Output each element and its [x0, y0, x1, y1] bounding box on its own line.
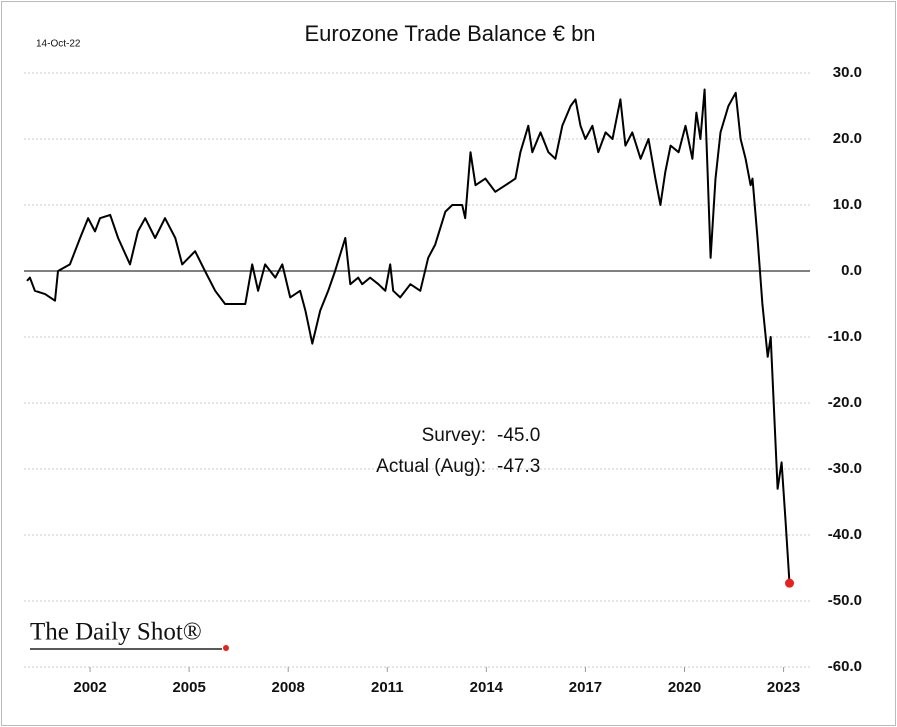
y-tick-label: 0.0 — [841, 262, 862, 279]
x-tick-label: 2008 — [272, 679, 305, 696]
x-tick-label: 2002 — [73, 679, 106, 696]
annotation-value: -45.0 — [497, 425, 540, 446]
data-line — [26, 88, 791, 584]
y-tick-label: -40.0 — [828, 526, 862, 543]
y-tick-label: -20.0 — [828, 394, 862, 411]
y-tick-label: -50.0 — [828, 592, 862, 609]
date: 14-Oct-22 — [36, 39, 81, 50]
logo-dot — [223, 645, 229, 651]
x-tick-label: 2005 — [172, 679, 205, 696]
annotation-label: Actual (Aug): — [376, 456, 486, 477]
x-tick-label: 2014 — [470, 679, 504, 696]
y-tick-label: 30.0 — [833, 64, 862, 81]
y-tick-label: -30.0 — [828, 460, 862, 477]
annotation-value: -47.3 — [497, 456, 540, 477]
y-tick-label: 10.0 — [833, 196, 862, 213]
chart-title: Eurozone Trade Balance € bn — [304, 21, 595, 46]
annotation-label: Survey: — [422, 425, 486, 446]
x-tick-label: 2011 — [371, 679, 404, 696]
y-tick-label: -10.0 — [828, 328, 862, 345]
y-tick-label: -60.0 — [828, 658, 862, 675]
x-tick-label: 2020 — [668, 679, 701, 696]
source-logo: The Daily Shot® — [30, 619, 202, 646]
y-tick-label: 20.0 — [833, 130, 862, 147]
x-tick-label: 2017 — [569, 679, 602, 696]
x-tick-label: 2023 — [767, 679, 800, 696]
latest-point — [785, 578, 795, 588]
